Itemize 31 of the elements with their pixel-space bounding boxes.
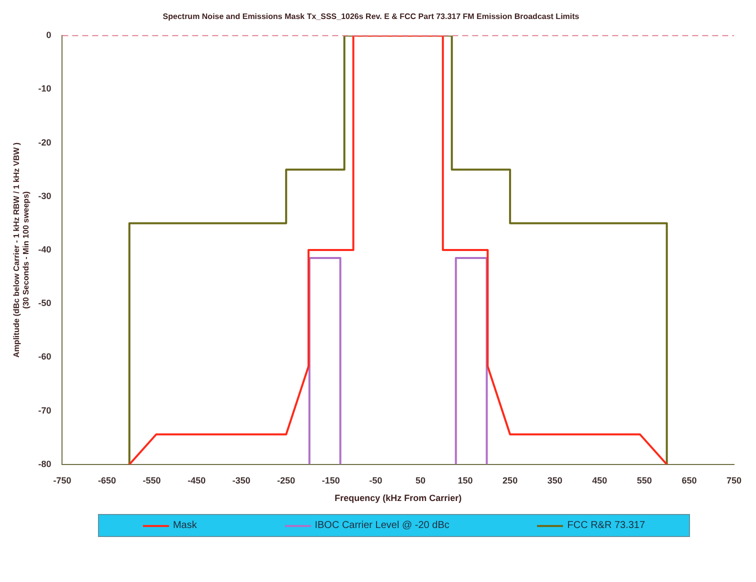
y-tick-label: -70 bbox=[38, 405, 52, 416]
y-tick-label: -60 bbox=[38, 352, 52, 362]
x-tick-label: 450 bbox=[592, 475, 608, 486]
x-tick-label: 350 bbox=[547, 475, 562, 486]
y-tick-label: -10 bbox=[38, 84, 52, 94]
y-tick-label: -20 bbox=[38, 137, 52, 148]
y-tick-label: -30 bbox=[38, 190, 52, 201]
y-tick-label: -50 bbox=[38, 298, 52, 308]
x-tick-label: -350 bbox=[232, 475, 250, 486]
x-tick-label: -150 bbox=[322, 475, 340, 486]
x-tick-label: 250 bbox=[502, 475, 518, 486]
y-axis-title: Amplitude (dBc below Carrier - 1 kHz RBW / 1 kHz VBW ) (30 Seconds - Min 100 sweeps) bbox=[12, 142, 31, 358]
x-tick-label: -650 bbox=[98, 475, 116, 486]
chart-title: Spectrum Noise and Emissions Mask Tx_SSS_1026s Rev. E & FCC Part 73.317 FM Emission Broadcast Limits bbox=[162, 12, 580, 22]
legend-label: FCC R&R 73.317 bbox=[567, 520, 646, 531]
x-tick-label: -750 bbox=[53, 475, 72, 486]
y-tick-label: 0 bbox=[46, 30, 52, 40]
x-tick-label: -50 bbox=[369, 475, 382, 486]
x-tick-label: 650 bbox=[682, 475, 697, 486]
x-tick-label: 550 bbox=[636, 475, 652, 486]
y-tick-label: -80 bbox=[38, 458, 52, 469]
legend-label: Mask bbox=[172, 520, 197, 531]
x-tick-label: 150 bbox=[458, 475, 473, 486]
y-tick-label: -40 bbox=[38, 244, 52, 254]
x-tick-label: 50 bbox=[415, 475, 426, 486]
x-axis-title: Frequency (kHz From Carrier) bbox=[334, 493, 462, 504]
x-tick-label: 750 bbox=[726, 475, 742, 486]
x-tick-label: -450 bbox=[188, 475, 206, 486]
x-tick-label: -550 bbox=[142, 475, 161, 486]
x-tick-label: -250 bbox=[277, 475, 296, 486]
legend-label: IBOC Carrier Level @ -20 dBc bbox=[314, 520, 450, 531]
